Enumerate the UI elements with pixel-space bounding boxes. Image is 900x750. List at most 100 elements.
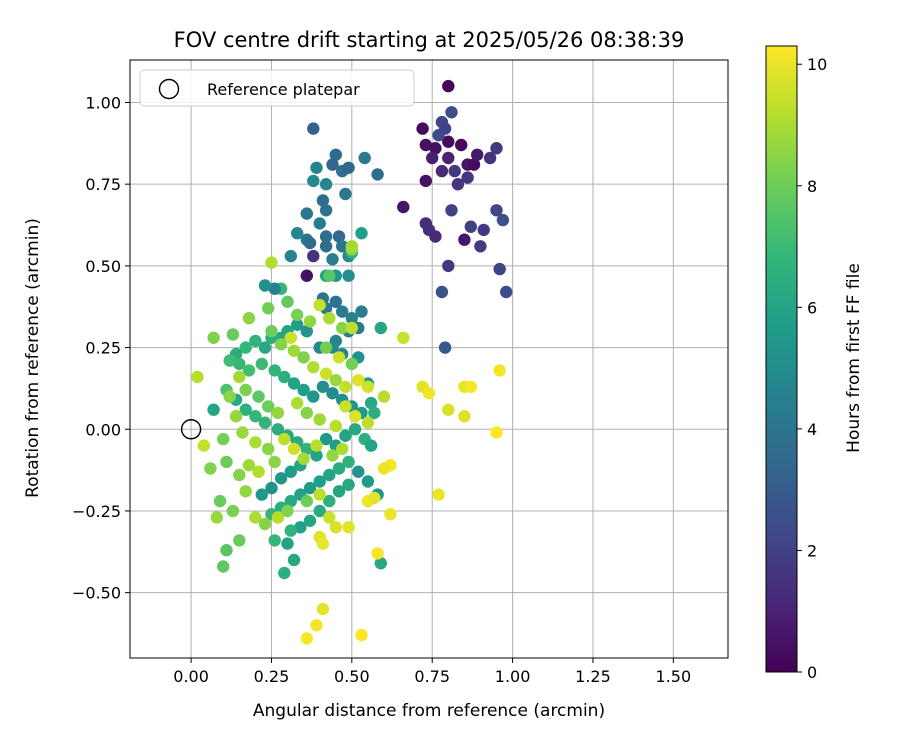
data-point — [310, 161, 323, 174]
colorbar-tick-label: 0 — [807, 663, 817, 682]
data-point — [397, 331, 410, 344]
data-point — [197, 439, 211, 452]
x-tick-label: 1.00 — [495, 667, 531, 686]
data-point — [268, 282, 281, 295]
legend-label-reference: Reference platepar — [207, 80, 360, 99]
data-point — [451, 178, 465, 191]
data-point — [310, 439, 323, 452]
data-point — [442, 403, 455, 416]
data-point — [332, 351, 346, 364]
data-point — [323, 312, 336, 325]
data-point — [213, 494, 227, 508]
data-point — [307, 249, 320, 263]
data-point — [262, 302, 275, 315]
data-point — [493, 364, 506, 377]
x-tick-label: 0.25 — [254, 667, 290, 686]
y-tick-label: 0.25 — [85, 339, 121, 358]
data-point — [429, 230, 442, 243]
data-point — [435, 285, 449, 299]
data-point — [500, 285, 513, 299]
data-point — [268, 455, 281, 469]
data-point — [223, 390, 236, 403]
data-point — [342, 269, 355, 282]
colorbar-tick-label: 10 — [807, 55, 827, 74]
data-point — [432, 129, 445, 142]
data-point — [310, 449, 323, 462]
y-tick-label: 1.00 — [85, 93, 121, 112]
legend: Reference platepar — [139, 69, 415, 107]
data-point — [432, 488, 445, 501]
data-point — [313, 298, 326, 312]
data-point — [442, 151, 455, 165]
data-point — [217, 560, 230, 573]
data-point — [268, 534, 281, 547]
x-tick-label: 0.50 — [334, 667, 370, 686]
data-point — [223, 354, 236, 367]
data-point — [268, 364, 281, 377]
data-point — [345, 321, 358, 335]
data-point — [284, 249, 297, 263]
data-point — [377, 390, 391, 403]
data-point — [239, 485, 252, 498]
data-point — [274, 472, 288, 485]
plot-frame — [129, 59, 729, 659]
data-point — [262, 400, 275, 413]
data-point — [294, 521, 307, 534]
x-tick-label: 1.25 — [575, 667, 611, 686]
data-point — [332, 462, 346, 475]
data-point — [319, 204, 333, 217]
data-point — [361, 380, 375, 393]
data-point — [368, 491, 381, 505]
data-point — [287, 553, 301, 567]
data-point — [448, 164, 461, 178]
data-point — [313, 475, 326, 488]
data-point — [323, 511, 336, 524]
data-point — [416, 122, 429, 135]
axis-ticks: 0.00 0.25 0.50 0.75 1.00 1.25 1.50 −0.50 −0.25 0.… — [72, 93, 691, 686]
data-point — [207, 403, 220, 416]
data-point — [300, 406, 313, 420]
data-point — [490, 142, 503, 155]
data-point — [345, 240, 358, 253]
data-point — [249, 334, 262, 348]
data-point — [316, 537, 330, 550]
data-point — [339, 380, 352, 393]
data-point — [336, 321, 349, 335]
data-point — [258, 279, 272, 292]
data-point — [281, 504, 294, 518]
data-point — [217, 432, 230, 446]
data-point — [226, 504, 240, 518]
data-point — [336, 442, 349, 456]
data-point — [361, 416, 375, 429]
data-point — [239, 383, 252, 397]
data-point — [368, 406, 381, 420]
data-point — [458, 410, 471, 423]
data-point — [339, 400, 352, 413]
y-axis-label: Rotation from reference (arcmin) — [23, 218, 43, 498]
plot-area: 0.00 0.25 0.50 0.75 1.00 1.25 1.50 −0.50 −0.25 0.… — [72, 59, 729, 686]
data-point — [236, 426, 249, 439]
data-point — [342, 161, 355, 174]
data-point — [458, 233, 471, 246]
data-point — [249, 436, 262, 449]
data-point — [287, 344, 301, 357]
data-point — [313, 488, 326, 501]
data-point — [284, 524, 297, 537]
data-point — [281, 537, 294, 550]
x-tick-label: 1.50 — [656, 667, 692, 686]
data-point — [426, 151, 439, 165]
data-point — [464, 220, 477, 233]
data-point — [336, 305, 349, 318]
data-point — [233, 357, 246, 371]
data-point — [313, 504, 326, 518]
colorbar-tick-label: 2 — [807, 541, 817, 560]
data-point — [307, 390, 320, 403]
data-point — [342, 521, 355, 534]
data-point — [278, 566, 291, 580]
data-point — [371, 547, 384, 560]
data-point — [252, 390, 265, 403]
data-point — [258, 341, 272, 354]
colorbar-tick-label: 8 — [807, 177, 817, 196]
data-point — [239, 341, 252, 354]
y-tick-label: 0.75 — [85, 175, 121, 194]
